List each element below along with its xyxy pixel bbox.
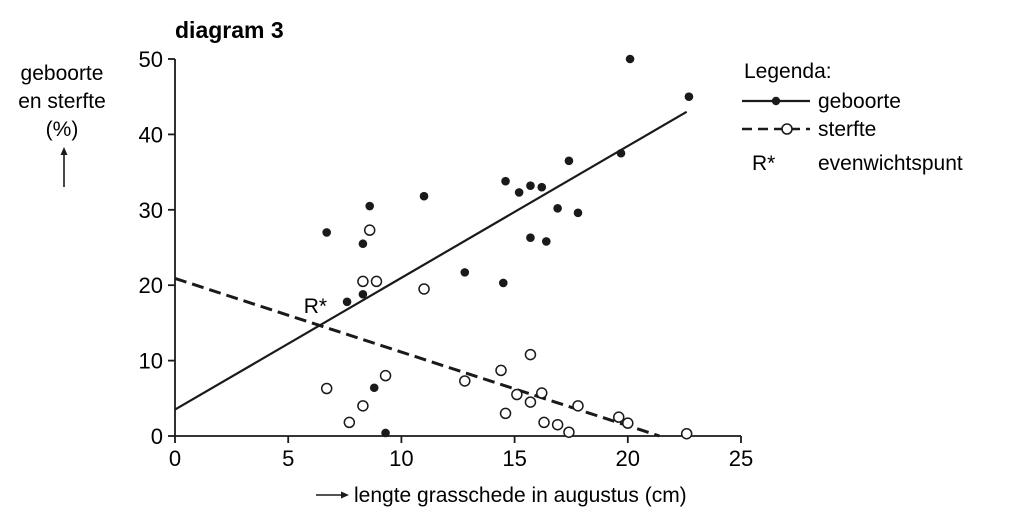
geboorte-point (460, 268, 470, 277)
geboorte-point (369, 383, 379, 393)
y-tick-label: 20 (139, 273, 163, 298)
geboorte-point (358, 239, 368, 249)
geboorte-point (498, 278, 508, 288)
y-axis-arrow-icon (60, 147, 68, 187)
data-points (320, 54, 694, 440)
legend: Legenda: geboorte sterfte R* evenwichtsp… (742, 60, 963, 175)
sterfte-point (563, 426, 575, 438)
legend-rstar-label: evenwichtspunt (818, 152, 963, 175)
legend-geboorte-icon (742, 96, 810, 106)
geboorte-point (322, 228, 331, 237)
sterfte-trend-line (174, 276, 660, 438)
geboorte-point (358, 289, 368, 299)
x-tick-label: 15 (502, 446, 526, 471)
geboorte-point (541, 237, 551, 246)
geboorte-point (573, 208, 583, 218)
y-axis-label-line-2: en sterfte (18, 90, 106, 113)
sterfte-point (538, 416, 550, 429)
y-tick-label: 50 (139, 47, 163, 72)
geboorte-point (553, 203, 562, 213)
sterfte-point (612, 411, 625, 423)
geboorte-point (381, 428, 390, 438)
x-tick-label: 10 (389, 446, 413, 471)
trend-lines (174, 110, 688, 438)
sterfte-point (379, 369, 392, 382)
sterfte-point (363, 224, 376, 236)
legend-sterfte-icon (742, 123, 810, 135)
y-axis-label-line-3: (%) (46, 118, 79, 141)
sterfte-point (524, 348, 537, 361)
geboorte-point (625, 54, 635, 64)
geboorte-point (616, 148, 626, 158)
geboorte-point (684, 92, 694, 101)
geboorte-point (342, 297, 352, 307)
sterfte-point (572, 400, 584, 412)
sterfte-point (418, 283, 430, 295)
axes: 0 5 10 15 20 25 0 10 20 30 40 50 (139, 47, 754, 471)
sterfte-point (680, 427, 693, 440)
legend-rstar-symbol: R* (752, 152, 775, 175)
y-tick-label: 10 (139, 349, 163, 374)
y-tick-label: 40 (139, 122, 163, 147)
x-tick-label: 25 (729, 446, 753, 471)
sterfte-point (343, 416, 356, 429)
sterfte-point (499, 407, 512, 420)
geboorte-point (419, 191, 429, 201)
legend-sterfte-label: sterfte (818, 118, 876, 141)
x-tick-label: 0 (169, 446, 181, 471)
sterfte-point (370, 275, 383, 288)
x-tick-label: 20 (616, 446, 640, 471)
sterfte-point (320, 382, 333, 395)
geboorte-point (564, 156, 574, 166)
geboorte-point (514, 188, 524, 197)
geboorte-point (526, 181, 535, 190)
legend-geboorte-label: geboorte (818, 90, 901, 113)
x-axis-label: lengte grasschede in augustus (cm) (354, 484, 687, 507)
sterfte-point (357, 275, 369, 288)
chart-title: diagram 3 (175, 17, 284, 43)
geboorte-point (365, 201, 375, 211)
geboorte-trend-line (174, 110, 688, 411)
geboorte-point (501, 176, 510, 186)
x-tick-label: 5 (282, 446, 294, 471)
sterfte-point (511, 388, 523, 401)
sterfte-point (459, 375, 471, 387)
sterfte-point (551, 418, 564, 431)
x-axis-arrow-icon (316, 491, 349, 499)
sterfte-point (524, 396, 537, 408)
rstar-annotation: R* (304, 295, 327, 318)
y-tick-label: 30 (139, 198, 163, 223)
sterfte-point (622, 417, 634, 429)
sterfte-point (536, 387, 548, 399)
sterfte-point (357, 400, 369, 412)
sterfte-point (495, 364, 507, 377)
geboorte-point (526, 233, 535, 242)
y-axis-label-line-1: geboorte (21, 62, 104, 85)
legend-title: Legenda: (744, 60, 832, 83)
geboorte-point (537, 182, 547, 192)
y-tick-label: 0 (151, 424, 163, 449)
